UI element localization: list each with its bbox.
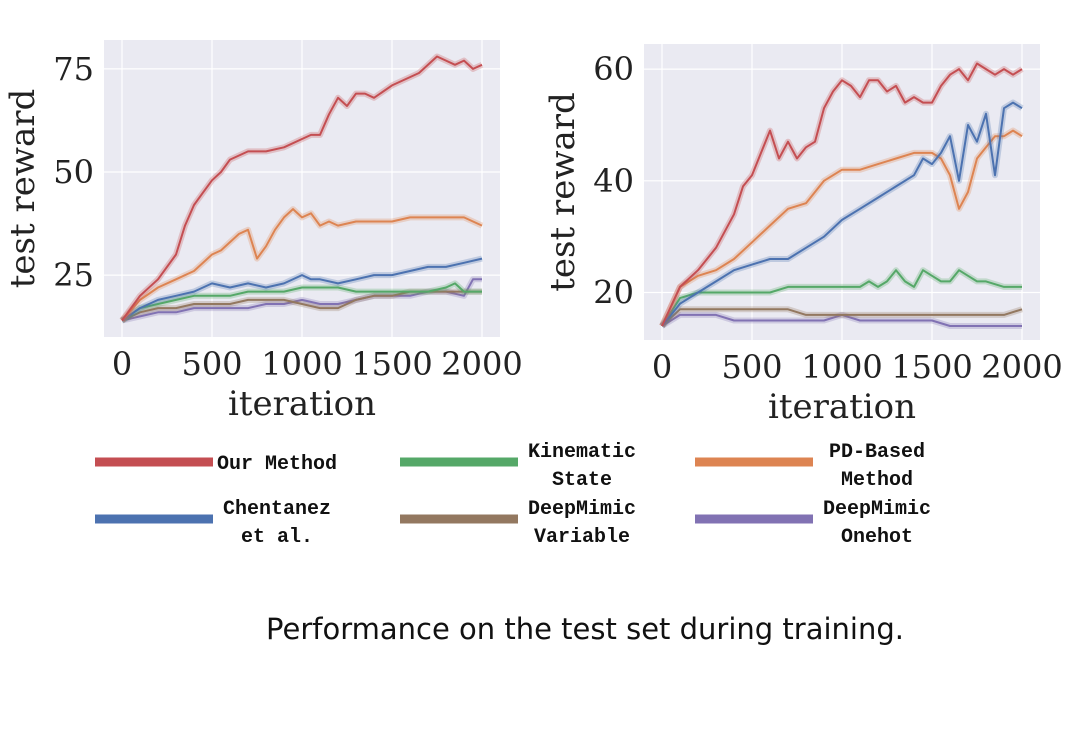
legend-label: Our Method (217, 453, 337, 476)
x-tick-label: 2000 (441, 345, 522, 383)
series-line (661, 62, 1023, 327)
legend-label: DeepMimic Onehot (823, 498, 931, 549)
series-line (661, 308, 1023, 327)
x-axis-label: iteration (228, 384, 376, 424)
y-tick-label: 60 (593, 50, 634, 88)
chart-right: 0 500 1000 1500 2000 20 40 60 iteration test rewa… (543, 44, 1063, 427)
x-tick-label: 0 (652, 348, 672, 386)
legend-label: DeepMimic Variable (528, 498, 636, 549)
y-axis-label: test reward (543, 92, 583, 291)
legend: Our Method Kinematic State PD-Based Method Ch… (95, 441, 931, 549)
y-tick-label: 25 (53, 256, 94, 294)
legend-label: PD-Based Method (829, 441, 925, 492)
figure-caption: Performance on the test set during train… (266, 612, 904, 646)
legend-label: Chentanez et al. (223, 498, 331, 549)
x-tick-label: 1500 (351, 345, 432, 383)
x-axis-label: iteration (768, 387, 916, 427)
legend-label: Kinematic State (528, 441, 636, 492)
series-line (121, 208, 483, 322)
x-tick-label: 500 (181, 345, 242, 383)
y-tick-label: 40 (593, 162, 634, 200)
series-line (661, 269, 1022, 327)
x-tick-label: 1000 (801, 348, 882, 386)
series-line (661, 129, 1023, 327)
y-tick-label: 20 (593, 274, 634, 312)
series-line (121, 257, 483, 322)
y-tick-label: 75 (53, 50, 94, 88)
y-axis-label: test reward (3, 89, 43, 288)
x-tick-label: 1000 (261, 345, 342, 383)
y-tick-label: 50 (53, 153, 94, 191)
x-tick-label: 500 (721, 348, 782, 386)
x-tick-label: 2000 (981, 348, 1062, 386)
chart-left: 0 500 1000 1500 2000 25 50 75 iteration test rewa… (3, 40, 523, 424)
x-tick-label: 0 (112, 345, 132, 383)
series-line (661, 101, 1023, 327)
x-tick-label: 1500 (891, 348, 972, 386)
series-line (121, 282, 482, 322)
series-line (121, 55, 483, 322)
